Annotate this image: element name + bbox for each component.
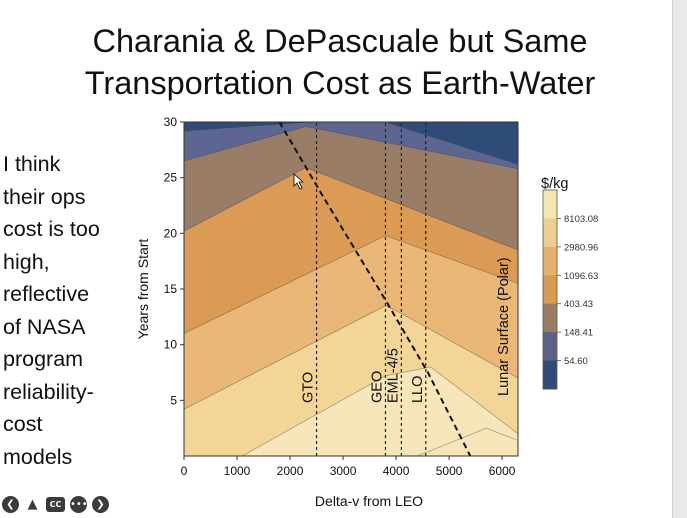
legend-value: 148.41	[564, 328, 593, 339]
legend-value: 2980.96	[564, 242, 598, 253]
side-note-text: I think their ops cost is too high, refl…	[3, 152, 100, 469]
pointer-icon[interactable]: ▲	[27, 496, 38, 512]
x-tick-label: 2000	[277, 464, 304, 478]
x-tick-label: 5000	[436, 464, 463, 478]
x-tick-label: 4000	[383, 464, 410, 478]
contour-line	[184, 126, 518, 170]
y-axis-label: Years from Start	[135, 239, 151, 340]
y-tick-label: 15	[164, 282, 178, 296]
legend-swatch	[543, 303, 557, 333]
contour-band-7	[417, 428, 518, 456]
legend-title: $/kg	[541, 176, 568, 192]
legend-swatch	[543, 218, 557, 248]
slide-title-line-1: Charania & DePascuale but Same	[92, 23, 588, 59]
plot-overlay: GTO GEO EML-4/5 LLO Lunar Surface (Polar) 0 10…	[135, 115, 519, 509]
contour-band-6	[242, 366, 518, 456]
destination-label: Lunar Surface (Polar)	[496, 257, 512, 396]
contour-line	[184, 305, 518, 410]
legend-value: 403.43	[564, 299, 593, 310]
x-tick-label: 0	[181, 464, 188, 478]
back-icon[interactable]: ❮	[2, 495, 19, 513]
legend-swatch	[543, 275, 557, 305]
presentation-toolbar: ❮ ▲ CC ••• ❯	[2, 495, 109, 513]
legend-swatch	[543, 246, 557, 276]
legend-swatch	[543, 360, 557, 390]
y-tick-label: 20	[164, 226, 178, 240]
x-tick-label: 3000	[330, 464, 357, 478]
mouse-cursor-icon	[293, 173, 305, 190]
contour-line	[242, 366, 518, 456]
legend-frame	[542, 189, 558, 390]
boundary-dashed-line	[278, 121, 472, 457]
forward-icon[interactable]: ❯	[92, 495, 109, 513]
x-axis-label: Delta-v from LEO	[315, 493, 423, 509]
destination-label: GEO	[369, 371, 385, 403]
slide-title: Charania & DePascuale but Same Transport…	[30, 20, 650, 104]
contour-bands	[184, 122, 518, 456]
color-legend: $/kg 8103.08 2980.96 1096.63 403.43 148.41 54.…	[541, 176, 598, 390]
contour-line	[417, 427, 518, 456]
closed-captions-icon[interactable]: CC	[46, 496, 65, 512]
legend-value: 1096.63	[564, 271, 598, 282]
x-tick-label: 1000	[224, 464, 251, 478]
legend-value: 8103.08	[564, 214, 598, 225]
destination-label: EML-4/5	[385, 348, 401, 403]
window-edge-strip	[672, 0, 687, 518]
slide-title-line-2: Transportation Cost as Earth-Water	[84, 65, 596, 101]
y-tick-label: 30	[164, 115, 178, 129]
y-tick-label: 10	[164, 338, 178, 352]
legend-value: 54.60	[564, 356, 588, 367]
x-tick-label: 6000	[489, 464, 516, 478]
y-tick-label: 25	[164, 171, 178, 185]
destination-label: GTO	[301, 372, 317, 403]
destination-label: LLO	[410, 376, 426, 403]
y-tick-label: 5	[170, 393, 177, 407]
legend-swatch	[543, 332, 557, 362]
more-icon[interactable]: •••	[70, 495, 88, 513]
contour-line	[184, 122, 518, 165]
contour-line	[184, 235, 518, 334]
legend-swatch	[543, 190, 557, 219]
